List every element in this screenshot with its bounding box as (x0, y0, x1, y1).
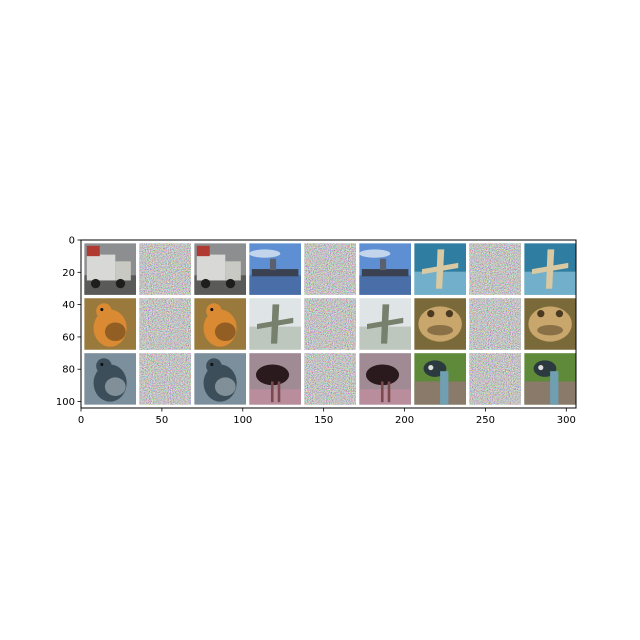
noise-pattern (469, 353, 521, 405)
frog-icon (528, 306, 572, 342)
ship-icon (359, 249, 411, 295)
image-tile (249, 353, 301, 405)
y-tick-label: 40 (62, 300, 75, 311)
y-tick-label: 0 (69, 236, 75, 247)
image-tiles (84, 243, 576, 405)
y-tick-label: 20 (62, 268, 75, 279)
image-tile (84, 298, 136, 350)
bird-icon (93, 358, 127, 402)
image-tile (359, 243, 411, 295)
image-tile (194, 353, 246, 405)
y-axis: 0 20 40 60 80 100 (56, 236, 81, 408)
image-tile (524, 298, 576, 350)
x-axis: 0 50 100 150 200 250 300 (78, 408, 576, 426)
image-tile (359, 353, 411, 405)
ostrich-icon (359, 364, 411, 405)
noise-tile (469, 353, 521, 405)
image-tile (524, 243, 576, 295)
airplane-icon (524, 249, 576, 295)
noise-pattern (304, 353, 356, 405)
x-tick-label: 100 (233, 415, 252, 426)
noise-tile (304, 243, 356, 295)
x-tick-label: 250 (476, 415, 495, 426)
ostrich-icon (249, 364, 301, 405)
noise-pattern (304, 243, 356, 295)
noise-pattern (139, 243, 191, 295)
airplane-icon (414, 249, 466, 295)
noise-tile (139, 243, 191, 295)
image-tile (249, 298, 301, 350)
airplane-icon (249, 304, 301, 350)
ship-icon (249, 249, 301, 295)
image-tile (414, 243, 466, 295)
image-tile (84, 353, 136, 405)
bird-icon (93, 303, 127, 347)
noise-tile (304, 353, 356, 405)
x-tick-label: 150 (314, 415, 333, 426)
bird-icon (203, 303, 237, 347)
noise-tile (139, 298, 191, 350)
noise-tile (469, 298, 521, 350)
image-tile (194, 298, 246, 350)
noise-pattern (469, 298, 521, 350)
truck-icon (84, 245, 136, 295)
frog-icon (418, 306, 462, 342)
image-tile (194, 243, 246, 295)
y-tick-label: 80 (62, 365, 75, 376)
axes-frame (80, 239, 577, 409)
noise-pattern (139, 298, 191, 350)
noise-tile (304, 298, 356, 350)
x-tick-label: 300 (557, 415, 576, 426)
y-tick-label: 100 (56, 397, 75, 408)
x-tick-label: 0 (78, 415, 84, 426)
noise-tile (469, 243, 521, 295)
airplane-icon (359, 304, 411, 350)
noise-pattern (304, 298, 356, 350)
emu-icon (414, 360, 466, 405)
image-tile (524, 353, 576, 405)
x-tick-label: 50 (156, 415, 169, 426)
noise-pattern (139, 353, 191, 405)
image-tile (414, 353, 466, 405)
image-tile (359, 298, 411, 350)
x-tick-label: 200 (395, 415, 414, 426)
noise-tile (139, 353, 191, 405)
emu-icon (524, 360, 576, 405)
bird-icon (203, 358, 237, 402)
y-tick-label: 60 (62, 332, 75, 343)
image-tile (414, 298, 466, 350)
truck-icon (194, 245, 246, 295)
noise-pattern (469, 243, 521, 295)
image-tile (249, 243, 301, 295)
image-tile (84, 243, 136, 295)
